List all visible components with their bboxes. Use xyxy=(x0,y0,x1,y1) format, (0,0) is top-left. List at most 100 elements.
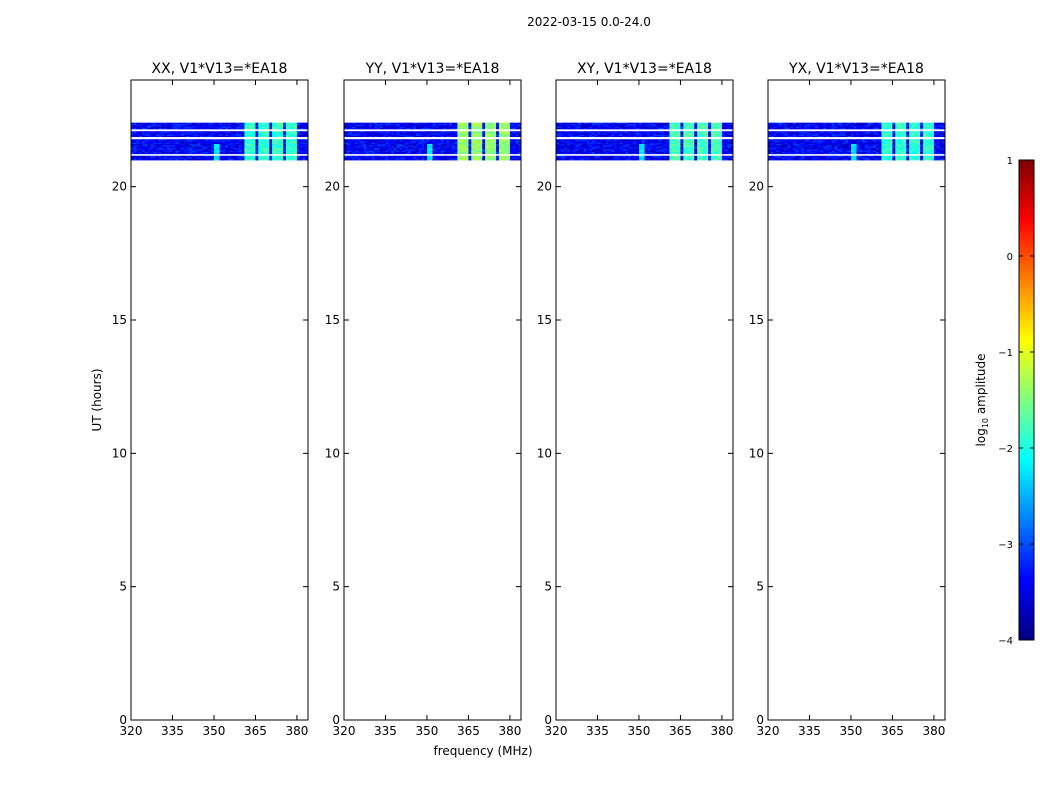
heatmap-cell xyxy=(272,149,276,152)
heatmap-cell xyxy=(379,156,384,158)
heatmap-cell xyxy=(249,134,254,137)
heatmap-cell xyxy=(136,141,140,144)
heatmap-cell xyxy=(299,141,303,144)
heatmap-cell xyxy=(652,136,656,138)
heatmap-cell xyxy=(150,150,154,153)
heatmap-cell xyxy=(451,152,456,154)
heatmap-cell xyxy=(291,138,295,141)
heatmap-cell xyxy=(202,132,207,134)
heatmap-cell xyxy=(382,128,386,130)
heatmap-cell xyxy=(360,140,364,142)
heatmap-cell xyxy=(236,136,240,138)
heatmap-cell xyxy=(636,140,640,142)
heatmap-cell xyxy=(377,128,381,130)
heatmap-cell xyxy=(674,126,679,129)
heatmap-cell xyxy=(479,150,483,153)
heatmap-cell xyxy=(399,140,403,142)
heatmap-cell xyxy=(155,130,160,133)
heatmap-cell xyxy=(225,130,229,133)
heatmap-cell xyxy=(274,158,278,161)
heatmap-cell xyxy=(680,136,684,138)
heatmap-cell xyxy=(272,122,276,125)
heatmap-cell xyxy=(724,141,728,144)
heatmap-cell xyxy=(382,126,386,129)
heatmap-cell xyxy=(496,146,500,149)
heatmap-cell xyxy=(630,138,634,141)
heatmap-cell xyxy=(202,149,207,152)
heatmap-cell xyxy=(355,122,359,125)
heatmap-cell xyxy=(438,157,442,160)
heatmap-cell xyxy=(368,157,373,160)
heatmap-cell xyxy=(252,149,256,152)
heatmap-cell xyxy=(440,142,444,145)
heatmap-cell xyxy=(716,138,720,141)
heatmap-cell xyxy=(661,145,665,148)
heatmap-cell xyxy=(583,134,587,137)
heatmap-cell xyxy=(211,130,215,133)
heatmap-cell xyxy=(591,122,596,125)
heatmap-cell xyxy=(189,146,193,149)
heatmap-cell xyxy=(230,126,234,129)
heatmap-cell xyxy=(200,124,204,126)
heatmap-cell xyxy=(655,130,659,133)
heatmap-cell xyxy=(305,130,309,133)
heatmap-cell xyxy=(485,136,489,138)
heatmap-cell xyxy=(567,141,571,144)
heatmap-cell xyxy=(564,124,568,126)
heatmap-cell xyxy=(721,134,726,137)
heatmap-cell xyxy=(512,156,516,158)
heatmap-cell xyxy=(482,142,486,145)
heatmap-cell xyxy=(131,126,135,129)
heatmap-cell xyxy=(591,132,596,134)
heatmap-cell xyxy=(213,158,218,161)
heatmap-cell xyxy=(404,126,409,129)
heatmap-cell xyxy=(205,136,209,138)
heatmap-cell xyxy=(189,158,193,161)
heatmap-cell xyxy=(575,144,579,146)
heatmap-cell xyxy=(518,144,522,146)
heatmap-cell xyxy=(512,124,516,126)
heatmap-cell xyxy=(374,142,378,145)
heatmap-cell xyxy=(440,138,444,141)
heatmap-cell xyxy=(694,134,698,137)
heatmap-cell xyxy=(572,130,576,133)
heatmap-cell xyxy=(438,145,442,148)
heatmap-cell xyxy=(178,126,182,129)
heatmap-cell xyxy=(493,122,497,125)
heatmap-cell xyxy=(614,126,618,129)
heatmap-cell xyxy=(363,126,367,129)
heatmap-cell xyxy=(274,146,278,149)
heatmap-cell xyxy=(661,124,665,126)
heatmap-cell xyxy=(382,140,386,142)
heatmap-cell xyxy=(213,122,218,125)
heatmap-cell xyxy=(150,149,154,152)
heatmap-cell xyxy=(172,152,176,154)
heatmap-cell xyxy=(443,134,447,137)
heatmap-cell xyxy=(255,128,259,130)
heatmap-cell xyxy=(249,141,254,144)
heatmap-cell xyxy=(429,125,433,128)
heatmap-cell xyxy=(388,126,392,129)
heatmap-cell xyxy=(238,150,243,153)
heatmap-cell xyxy=(180,158,184,161)
heatmap-cell xyxy=(202,145,207,148)
heatmap-cell xyxy=(496,144,500,146)
heatmap-cell xyxy=(186,148,190,150)
heatmap-cell xyxy=(189,141,193,144)
heatmap-cell xyxy=(360,158,364,161)
heatmap-cell xyxy=(421,140,425,142)
heatmap-cell xyxy=(625,130,629,133)
heatmap-cell xyxy=(178,125,182,128)
heatmap-cell xyxy=(451,144,456,146)
heatmap-cell xyxy=(518,136,522,138)
heatmap-cell xyxy=(189,149,193,152)
heatmap-cell xyxy=(208,152,212,154)
heatmap-cell xyxy=(487,144,491,146)
heatmap-cell xyxy=(713,132,717,134)
heatmap-cell xyxy=(296,157,301,160)
heatmap-cell xyxy=(368,158,373,161)
heatmap-cell xyxy=(708,132,712,134)
heatmap-cell xyxy=(280,148,284,150)
heatmap-cell xyxy=(476,152,480,154)
heatmap-cell xyxy=(175,158,179,161)
